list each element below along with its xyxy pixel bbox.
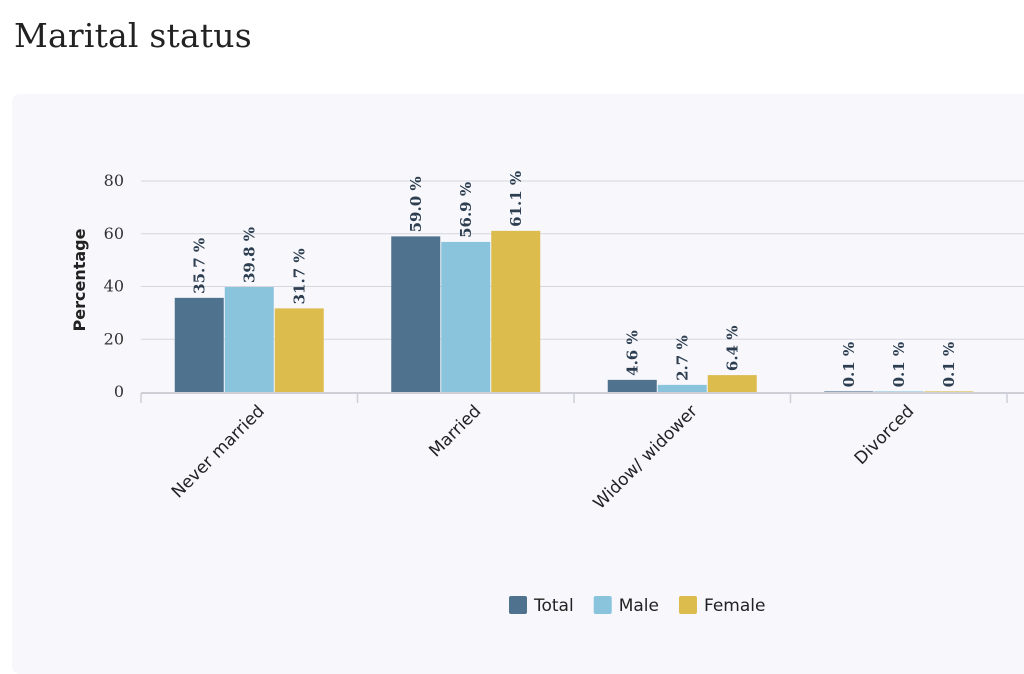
bar[interactable] <box>707 375 757 392</box>
legend-swatch[interactable] <box>593 596 612 614</box>
legend-swatch[interactable] <box>678 596 697 614</box>
data-label: 56.9 % <box>457 182 475 238</box>
page-title: Marital status <box>14 16 252 55</box>
y-tick-label: 80 <box>104 171 124 190</box>
data-label: 61.1 % <box>507 171 525 227</box>
bar[interactable] <box>224 287 274 392</box>
data-label: 6.4 % <box>723 326 741 372</box>
y-axis-title: Percentage <box>70 228 89 331</box>
y-tick-label: 20 <box>104 329 124 348</box>
x-tick-label: Never married <box>168 401 269 502</box>
legend-label[interactable]: Female <box>704 596 765 616</box>
data-label: 59.0 % <box>407 176 425 232</box>
data-label: 2.7 % <box>673 335 691 381</box>
legend-label[interactable]: Male <box>619 596 659 616</box>
chart-card: 0 20 40 60 80 Percentage 35.7 % 39.8 % 31.7 % Nev… <box>12 94 1024 674</box>
data-label: 0.1 % <box>890 342 908 388</box>
y-tick-label: 0 <box>114 382 124 401</box>
x-tick-label: Widow/ widower <box>590 401 702 513</box>
bar[interactable] <box>491 230 541 392</box>
data-label: 0.1 % <box>940 342 958 388</box>
bar[interactable] <box>824 391 874 392</box>
bar[interactable] <box>874 391 924 392</box>
bar[interactable] <box>174 297 224 392</box>
x-tick-label: Married <box>425 401 485 461</box>
x-tick-label: Divorced <box>851 401 919 469</box>
bar[interactable] <box>924 391 974 392</box>
data-label: 0.1 % <box>840 342 858 388</box>
legend-swatch[interactable] <box>509 596 527 614</box>
data-label: 39.8 % <box>240 227 258 283</box>
bar-chart: 0 20 40 60 80 Percentage 35.7 % 39.8 % 31.7 % Nev… <box>70 171 1024 616</box>
data-label: 4.6 % <box>623 330 641 376</box>
bar[interactable] <box>657 384 707 392</box>
data-label: 35.7 % <box>190 238 208 294</box>
legend-label[interactable]: Total <box>533 596 574 616</box>
data-label: 31.7 % <box>290 248 308 304</box>
bar[interactable] <box>274 308 324 392</box>
y-tick-label: 40 <box>104 277 124 296</box>
y-tick-label: 60 <box>104 224 124 243</box>
bar[interactable] <box>441 241 491 392</box>
bar[interactable] <box>391 236 441 392</box>
bar[interactable] <box>607 379 657 392</box>
